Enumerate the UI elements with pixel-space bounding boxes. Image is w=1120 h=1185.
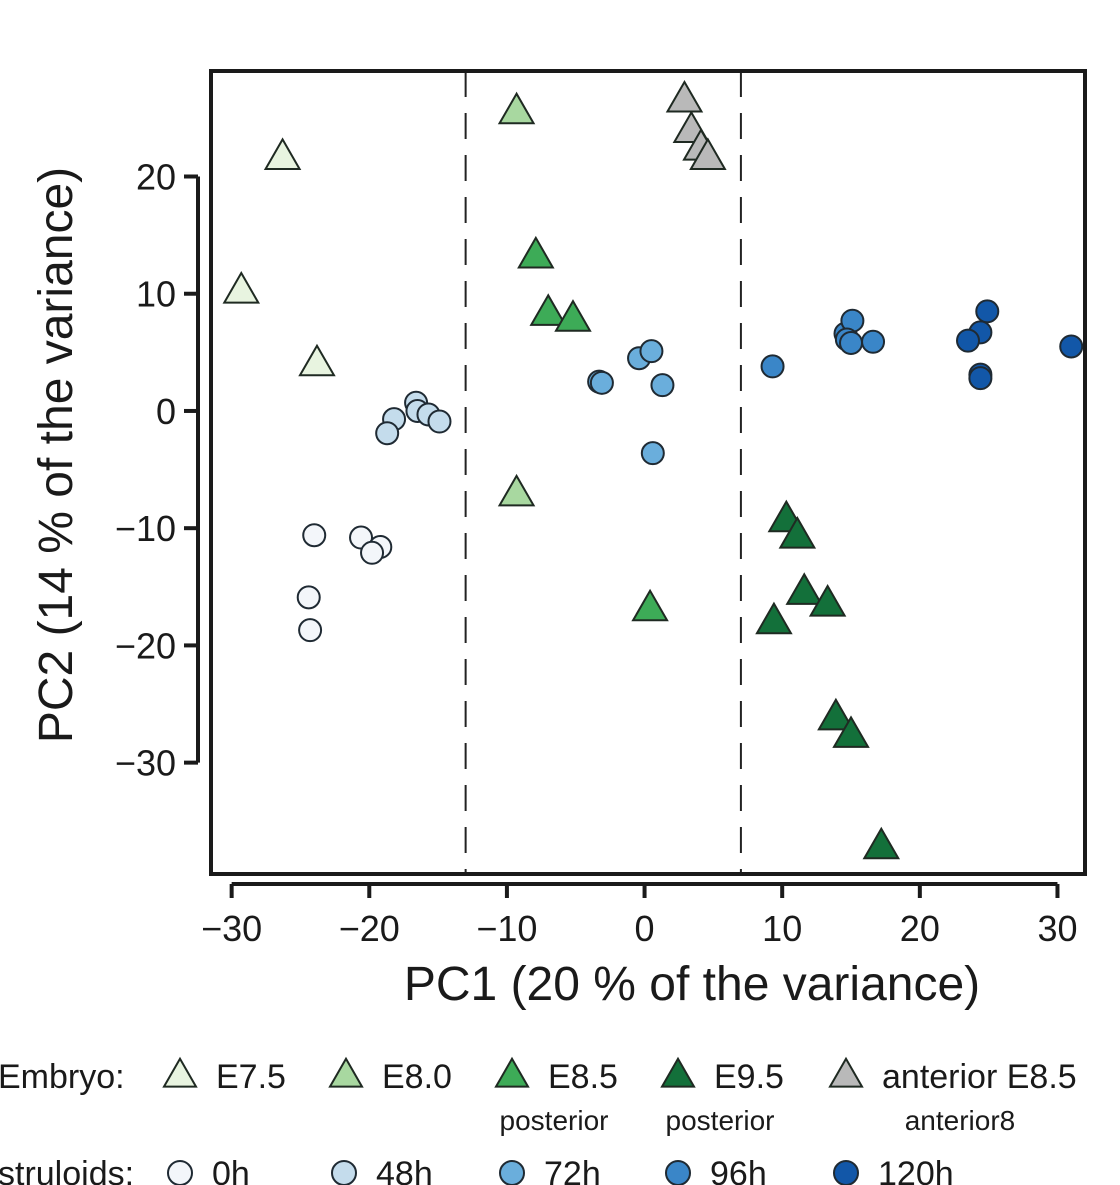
point-0h-5	[296, 585, 321, 610]
x-tick-label: −10	[476, 908, 537, 949]
legend-marker-gastruloid-3	[499, 1160, 525, 1185]
legend-label-embryo: E7.5	[216, 1058, 286, 1096]
legend-embryo-label: Embryo:	[0, 1058, 125, 1096]
point-72h-6	[640, 441, 665, 466]
point-72h-4	[639, 339, 664, 364]
legend-marker-gastruloid-2	[331, 1160, 357, 1185]
point-e8-5-2	[529, 293, 567, 326]
legend-marker-1	[162, 1056, 198, 1088]
point-e9-5-6	[817, 697, 855, 731]
legend-label-embryo: E9.5	[714, 1058, 784, 1096]
point-120h-6	[1059, 334, 1084, 359]
point-e9-5-4	[808, 584, 847, 617]
y-axis-title: PC2 (14 % of the variance)	[30, 167, 83, 743]
x-tick-label: 30	[1037, 908, 1077, 949]
legend-label-embryo: E8.5	[548, 1058, 618, 1096]
legend-label-gastruloid: 72h	[544, 1155, 601, 1185]
point-120h-5	[968, 366, 993, 391]
plot-frame	[209, 69, 1087, 876]
point-e8-5-4	[631, 588, 669, 622]
legend-label-gastruloid: 120h	[878, 1155, 954, 1185]
x-tick-label: 20	[900, 908, 940, 949]
x-tick-label: 10	[762, 908, 802, 949]
point-96h-5	[839, 330, 864, 355]
point-72h-5	[650, 373, 675, 398]
legend-sublabel: anterior8	[905, 1105, 1016, 1136]
point-e9-5-5	[755, 601, 793, 635]
point-e8-0-1	[497, 91, 536, 125]
point-e7-5-2	[222, 271, 261, 304]
point-e9-5-7	[832, 715, 870, 748]
point-0h-1	[302, 523, 327, 548]
legend-sublabel: posterior	[666, 1105, 775, 1136]
point-0h-4	[360, 540, 385, 565]
point-96h-6	[861, 329, 886, 354]
point-48h-4	[427, 409, 452, 434]
legend-label-gastruloid: 0h	[212, 1155, 250, 1185]
legend-label-embryo: anterior E8.5	[882, 1058, 1077, 1096]
x-tick-label: −30	[201, 908, 262, 949]
y-tick-label: 0	[156, 391, 176, 432]
legend-gastruloid-label: struloids:	[0, 1155, 134, 1185]
point-e9-5-2	[778, 516, 817, 549]
legend-marker-gastruloid-5	[833, 1160, 859, 1185]
point-48h-6	[375, 421, 400, 446]
y-tick-label: 20	[136, 157, 176, 198]
point-e7-5-1	[263, 137, 302, 170]
legend-marker-3	[494, 1056, 530, 1088]
legend: Embryo: struloids: E7.5 E8.0 E8.5 posterior…	[0, 1056, 1077, 1185]
legend-marker-5	[828, 1056, 864, 1088]
x-tick-label: 0	[635, 908, 655, 949]
legend-label-gastruloid: 48h	[376, 1155, 433, 1185]
y-tick-label: −30	[115, 743, 176, 784]
point-96h-1	[760, 354, 785, 379]
point-anterior-e8-5-1	[665, 79, 704, 113]
x-axis-title: PC1 (20 % of the variance)	[404, 958, 980, 1011]
point-e9-5-3	[785, 572, 823, 605]
y-tick-label: −20	[115, 625, 176, 666]
point-e8-0-2	[497, 473, 536, 507]
x-tick-label: −20	[339, 908, 400, 949]
point-120h-1	[975, 299, 1000, 324]
legend-label-embryo: E8.0	[382, 1058, 452, 1096]
point-e9-5-8	[862, 826, 901, 860]
point-e8-5-3	[554, 299, 592, 332]
legend-label-gastruloid: 96h	[710, 1155, 767, 1185]
y-tick-label: −10	[115, 508, 176, 549]
legend-marker-4	[660, 1056, 696, 1088]
point-e7-5-3	[298, 343, 336, 377]
legend-sublabel: posterior	[500, 1105, 609, 1136]
point-0h-6	[298, 618, 323, 643]
legend-marker-gastruloid-1	[167, 1160, 193, 1185]
y-tick-label: 10	[136, 274, 176, 315]
point-72h-2	[589, 370, 614, 395]
legend-marker-2	[328, 1056, 364, 1088]
point-e8-5-1	[517, 235, 555, 269]
point-120h-3	[956, 328, 981, 353]
point-anterior-e8-5-4	[689, 137, 727, 170]
legend-marker-gastruloid-4	[665, 1160, 691, 1185]
